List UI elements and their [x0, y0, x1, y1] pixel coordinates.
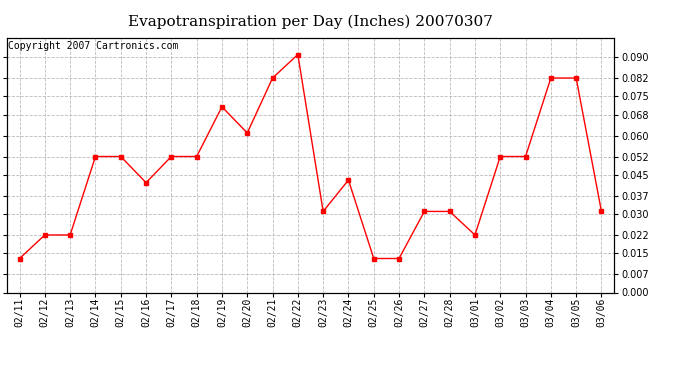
Text: Copyright 2007 Cartronics.com: Copyright 2007 Cartronics.com [8, 41, 179, 51]
Text: Evapotranspiration per Day (Inches) 20070307: Evapotranspiration per Day (Inches) 2007… [128, 15, 493, 29]
